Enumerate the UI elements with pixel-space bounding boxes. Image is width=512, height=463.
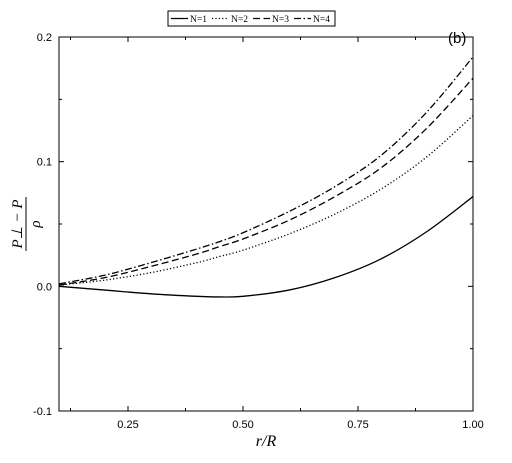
y-axis-label-denominator: ρ (28, 220, 44, 228)
series-line-n3 (58, 77, 474, 286)
plot-frame (58, 36, 474, 412)
y-tick-label: -0.1 (33, 406, 52, 418)
legend-label-n2: N=2 (231, 15, 248, 25)
legend-label-n4: N=4 (313, 15, 330, 25)
y-tick-label: 0.1 (37, 157, 52, 169)
y-axis-label: P⊥ − P ρ (10, 197, 44, 251)
series-line-n1 (58, 196, 474, 298)
y-tick-label: 0.2 (37, 32, 52, 44)
series-line-n2 (58, 115, 474, 286)
x-tick-label: 0.25 (117, 419, 138, 431)
x-tick-label: 0.50 (232, 419, 253, 431)
legend-box (167, 10, 336, 27)
panel-label: (b) (448, 30, 466, 47)
x-axis-label: r/R (256, 433, 277, 450)
x-tick-label: 0.75 (347, 419, 368, 431)
series-group (58, 56, 474, 298)
legend-label-n3: N=3 (272, 15, 289, 25)
y-tick-label: 0.0 (37, 281, 52, 293)
legend-label-n1: N=1 (190, 15, 207, 25)
legend: N=1 N=2 N=3 N=4 (171, 15, 330, 25)
x-tick-label: 1.00 (462, 419, 483, 431)
y-axis-label-numerator: P⊥ − P (10, 199, 26, 249)
ticks: 0.25 0.50 0.75 1.00 -0.1 0.0 0.1 0.2 (33, 32, 484, 431)
series-line-n4 (58, 56, 474, 285)
